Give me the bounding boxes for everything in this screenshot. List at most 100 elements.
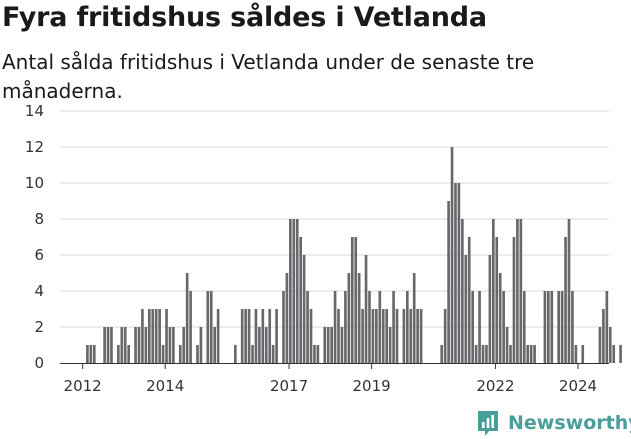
bar [117, 345, 120, 363]
bar [557, 291, 560, 363]
bar [110, 327, 113, 363]
bar [440, 345, 444, 363]
bar [406, 291, 409, 363]
bar [347, 273, 351, 363]
bar [378, 291, 382, 363]
bar [357, 273, 361, 363]
bar [168, 327, 172, 363]
bar [488, 255, 492, 363]
bar [495, 237, 499, 363]
bar [350, 237, 354, 363]
bar [461, 219, 464, 363]
bar [361, 309, 364, 363]
bar [485, 345, 488, 363]
x-tick-label: 2014 [146, 377, 184, 395]
bar [519, 219, 523, 363]
bar [144, 327, 148, 363]
x-axis: 2012 2014 2017 2019 2022 2024 [60, 363, 609, 395]
bar [161, 345, 165, 363]
bar [457, 183, 461, 363]
bar [261, 309, 265, 363]
bar [89, 345, 93, 363]
x-tick-label: 2019 [353, 377, 391, 395]
bar [464, 255, 468, 363]
newsworthy-brand: Newsworthy [476, 408, 631, 438]
bar [148, 309, 151, 363]
bar [209, 291, 213, 363]
bar [564, 237, 567, 363]
bar [371, 309, 375, 363]
chart-title: Fyra fritidshus såldes i Vetlanda [2, 2, 487, 33]
bar [240, 309, 244, 363]
bar [123, 327, 127, 363]
bar [619, 345, 622, 363]
bar [581, 345, 585, 363]
bar [478, 291, 481, 363]
chart-subtitle: Antal sålda fritidshus i Vetlanda under … [2, 50, 535, 103]
bar-chart-logo-icon [478, 411, 498, 436]
brand-name: Newsworthy [508, 412, 631, 434]
bar [333, 291, 337, 363]
bar [512, 237, 516, 363]
bar [92, 345, 96, 363]
bar [154, 309, 158, 363]
bar [244, 309, 247, 363]
bar [337, 309, 340, 363]
bar [271, 345, 275, 363]
bar [182, 327, 186, 363]
bar [282, 291, 285, 363]
bar [326, 327, 330, 363]
bar [498, 273, 502, 363]
bar [309, 309, 313, 363]
y-tick-label: 2 [34, 318, 44, 336]
bar [402, 309, 406, 363]
bar [467, 237, 471, 363]
bar [385, 309, 388, 363]
bar [533, 345, 536, 363]
bar [505, 327, 509, 363]
bar [295, 219, 299, 363]
bar [127, 345, 130, 363]
bar [571, 291, 574, 363]
bar [560, 291, 564, 363]
bar [509, 345, 512, 363]
bar [550, 291, 554, 363]
bar [375, 309, 378, 363]
bar [447, 201, 450, 363]
x-tick-label: 2017 [270, 377, 308, 395]
bar [409, 309, 413, 363]
bar [141, 309, 144, 363]
bar [189, 291, 192, 363]
y-tick-label: 8 [34, 210, 44, 228]
bar [251, 345, 254, 363]
bar [292, 219, 296, 363]
y-axis: 0 2 4 6 8 10 12 14 [25, 102, 44, 372]
bar-series [86, 147, 622, 363]
bar [605, 291, 609, 363]
bar [381, 309, 385, 363]
bar [574, 345, 578, 363]
bar [289, 219, 292, 363]
bar [313, 345, 316, 363]
bar [254, 309, 258, 363]
bar [481, 345, 485, 363]
bar [330, 327, 333, 363]
bar [471, 291, 474, 363]
bar [165, 309, 168, 363]
bar [608, 327, 612, 363]
bar [137, 327, 141, 363]
bar [526, 345, 530, 363]
bar [412, 273, 416, 363]
bar [196, 345, 199, 363]
bar [529, 345, 533, 363]
bar [103, 327, 106, 363]
bar [502, 291, 505, 363]
bar [106, 327, 110, 363]
bar [213, 327, 216, 363]
bar [416, 309, 419, 363]
bar [258, 327, 261, 363]
bar [172, 327, 175, 363]
bar [522, 291, 526, 363]
bar [285, 273, 289, 363]
